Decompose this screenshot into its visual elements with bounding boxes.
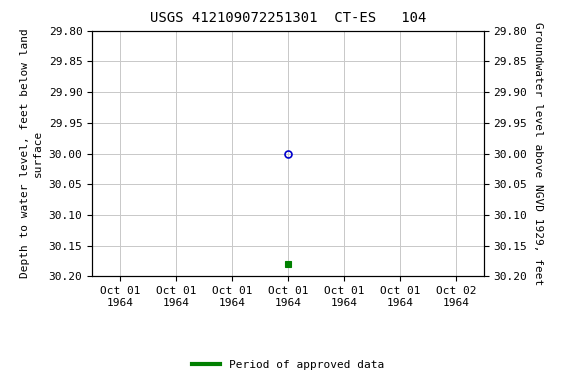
Title: USGS 412109072251301  CT-ES   104: USGS 412109072251301 CT-ES 104 [150, 12, 426, 25]
Y-axis label: Depth to water level, feet below land
surface: Depth to water level, feet below land su… [20, 29, 43, 278]
Y-axis label: Groundwater level above NGVD 1929, feet: Groundwater level above NGVD 1929, feet [533, 22, 543, 285]
Legend: Period of approved data: Period of approved data [188, 355, 388, 374]
